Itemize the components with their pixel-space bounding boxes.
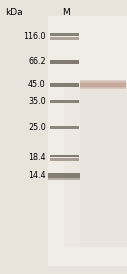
- Bar: [50, 100, 79, 103]
- Bar: [80, 82, 127, 247]
- Text: 14.4: 14.4: [28, 171, 46, 180]
- Bar: [50, 60, 79, 64]
- Text: 18.4: 18.4: [28, 153, 46, 162]
- Bar: [50, 155, 79, 157]
- Text: kDa: kDa: [5, 8, 23, 17]
- Bar: [50, 33, 79, 36]
- Bar: [50, 126, 79, 129]
- Text: M: M: [62, 8, 70, 17]
- Text: 35.0: 35.0: [28, 97, 46, 106]
- Bar: [80, 83, 126, 87]
- Bar: [80, 81, 126, 88]
- Text: 25.0: 25.0: [28, 123, 46, 132]
- Bar: [48, 173, 80, 178]
- Bar: [50, 37, 79, 40]
- Bar: [50, 83, 79, 87]
- Bar: [48, 16, 127, 266]
- Bar: [50, 158, 79, 161]
- Bar: [48, 178, 80, 180]
- Bar: [64, 82, 127, 247]
- Text: 116.0: 116.0: [23, 33, 46, 41]
- Text: 66.2: 66.2: [28, 57, 46, 66]
- Text: 45.0: 45.0: [28, 81, 46, 89]
- Bar: [80, 81, 126, 89]
